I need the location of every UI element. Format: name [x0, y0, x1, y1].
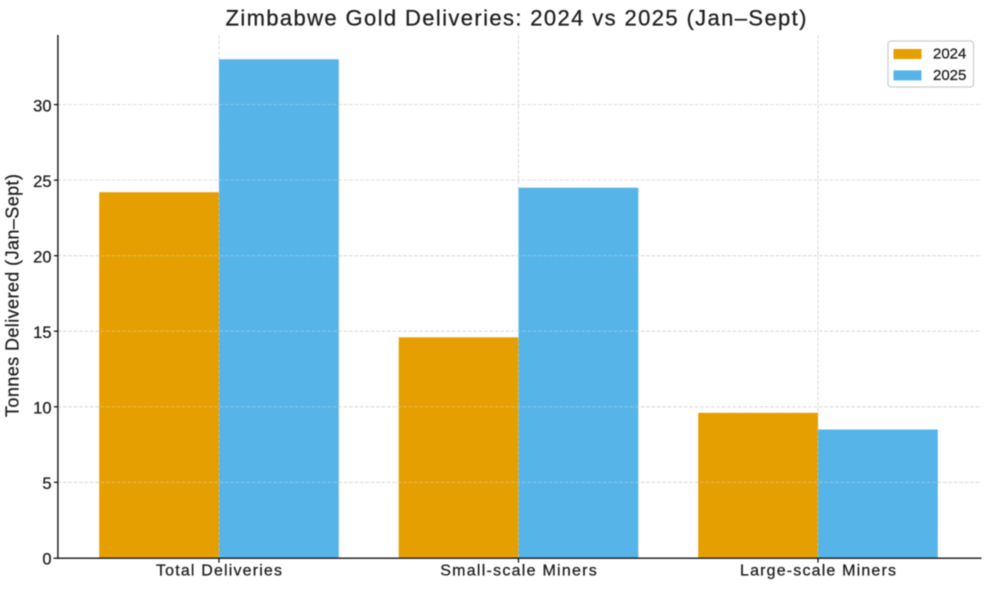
- svg-text:Large-scale Miners: Large-scale Miners: [740, 562, 896, 579]
- svg-text:Tonnes Delivered (Jan–Sept): Tonnes Delivered (Jan–Sept): [3, 174, 23, 417]
- svg-text:5: 5: [42, 475, 51, 493]
- svg-text:Small-scale Miners: Small-scale Miners: [440, 562, 597, 579]
- svg-text:0: 0: [42, 551, 51, 569]
- svg-text:2024: 2024: [933, 45, 966, 62]
- svg-text:Zimbabwe Gold Deliveries: 2024: Zimbabwe Gold Deliveries: 2024 vs 2025 (…: [226, 6, 807, 31]
- svg-text:30: 30: [33, 97, 51, 115]
- svg-text:15: 15: [33, 324, 51, 342]
- svg-text:2025: 2025: [933, 67, 966, 84]
- svg-text:25: 25: [33, 173, 51, 191]
- svg-text:10: 10: [33, 400, 51, 418]
- svg-text:Total Deliveries: Total Deliveries: [156, 562, 282, 579]
- svg-text:20: 20: [33, 248, 51, 266]
